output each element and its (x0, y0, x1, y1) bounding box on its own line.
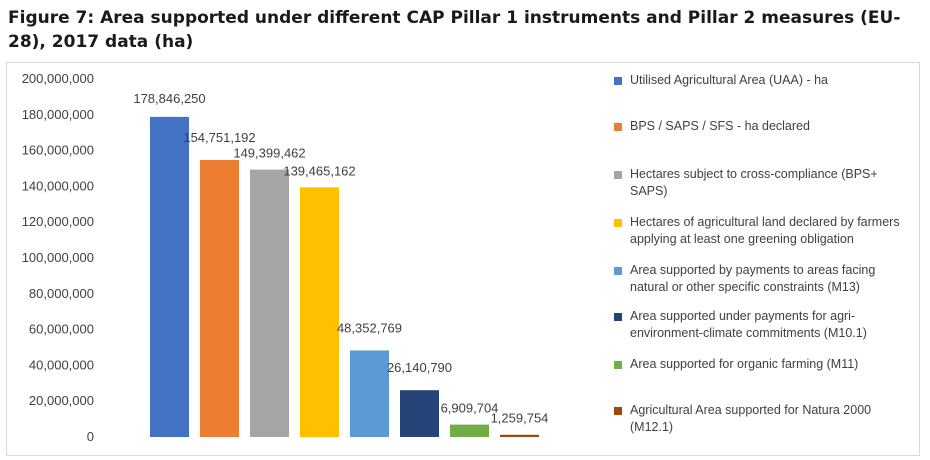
data-label: 1,259,754 (491, 411, 549, 426)
y-tick-label: 40,000,000 (29, 357, 94, 372)
figure-title: Figure 7: Area supported under different… (8, 8, 901, 52)
legend-label: Area supported under payments for agri-e… (630, 309, 867, 340)
legend-swatch (614, 171, 622, 179)
bar (350, 350, 389, 437)
bar (300, 187, 339, 437)
legend-item: Agricultural Area supported for Natura 2… (614, 402, 910, 436)
legend-item: Area supported for organic farming (M11) (614, 356, 910, 373)
data-label: 6,909,704 (441, 401, 499, 416)
legend-label: Utilised Agricultural Area (UAA) - ha (630, 73, 828, 87)
legend-item: Area supported under payments for agri-e… (614, 308, 910, 342)
legend-label: Area supported by payments to areas faci… (630, 263, 876, 294)
y-tick-label: 120,000,000 (22, 214, 94, 229)
legend-label: BPS / SAPS / SFS - ha declared (630, 119, 810, 133)
legend-item: Hectares subject to cross-compliance (BP… (614, 166, 910, 200)
legend-item: Area supported by payments to areas faci… (614, 262, 910, 296)
legend-item: Utilised Agricultural Area (UAA) - ha (614, 72, 910, 89)
y-tick-label: 140,000,000 (22, 178, 94, 193)
y-tick-label: 180,000,000 (22, 107, 94, 122)
bar (500, 434, 539, 437)
data-label: 48,352,769 (337, 320, 402, 335)
y-tick-label: 100,000,000 (22, 250, 94, 265)
data-label: 149,399,462 (233, 146, 305, 161)
chart-legend: Utilised Agricultural Area (UAA) - ha BPS… (614, 62, 914, 454)
legend-label: Hectares of agricultural land declared b… (630, 215, 900, 246)
y-tick-label: 160,000,000 (22, 143, 94, 158)
bar (250, 169, 289, 438)
legend-label: Agricultural Area supported for Natura 2… (630, 403, 872, 434)
legend-swatch (614, 77, 622, 85)
y-tick-label: 200,000,000 (22, 71, 94, 86)
legend-item: BPS / SAPS / SFS - ha declared (614, 118, 910, 135)
y-tick-label: 60,000,000 (29, 322, 94, 337)
legend-swatch (614, 407, 622, 415)
data-label: 154,751,192 (183, 130, 255, 145)
legend-swatch (614, 267, 622, 275)
bar (450, 424, 489, 437)
y-tick-label: 80,000,000 (29, 286, 94, 301)
data-label: 139,465,162 (283, 163, 355, 178)
legend-swatch (614, 361, 622, 369)
legend-item: Hectares of agricultural land declared b… (614, 214, 910, 248)
data-label: 26,140,790 (387, 360, 452, 375)
data-label: 178,846,250 (133, 91, 205, 106)
bar (400, 390, 439, 437)
legend-swatch (614, 123, 622, 131)
y-tick-label: 0 (87, 429, 94, 444)
bar (150, 116, 189, 438)
bar (200, 159, 239, 437)
legend-label: Hectares subject to cross-compliance (BP… (630, 167, 878, 198)
legend-swatch (614, 219, 622, 227)
legend-label: Area supported for organic farming (M11) (630, 357, 859, 371)
y-tick-label: 20,000,000 (29, 393, 94, 408)
legend-swatch (614, 313, 622, 321)
